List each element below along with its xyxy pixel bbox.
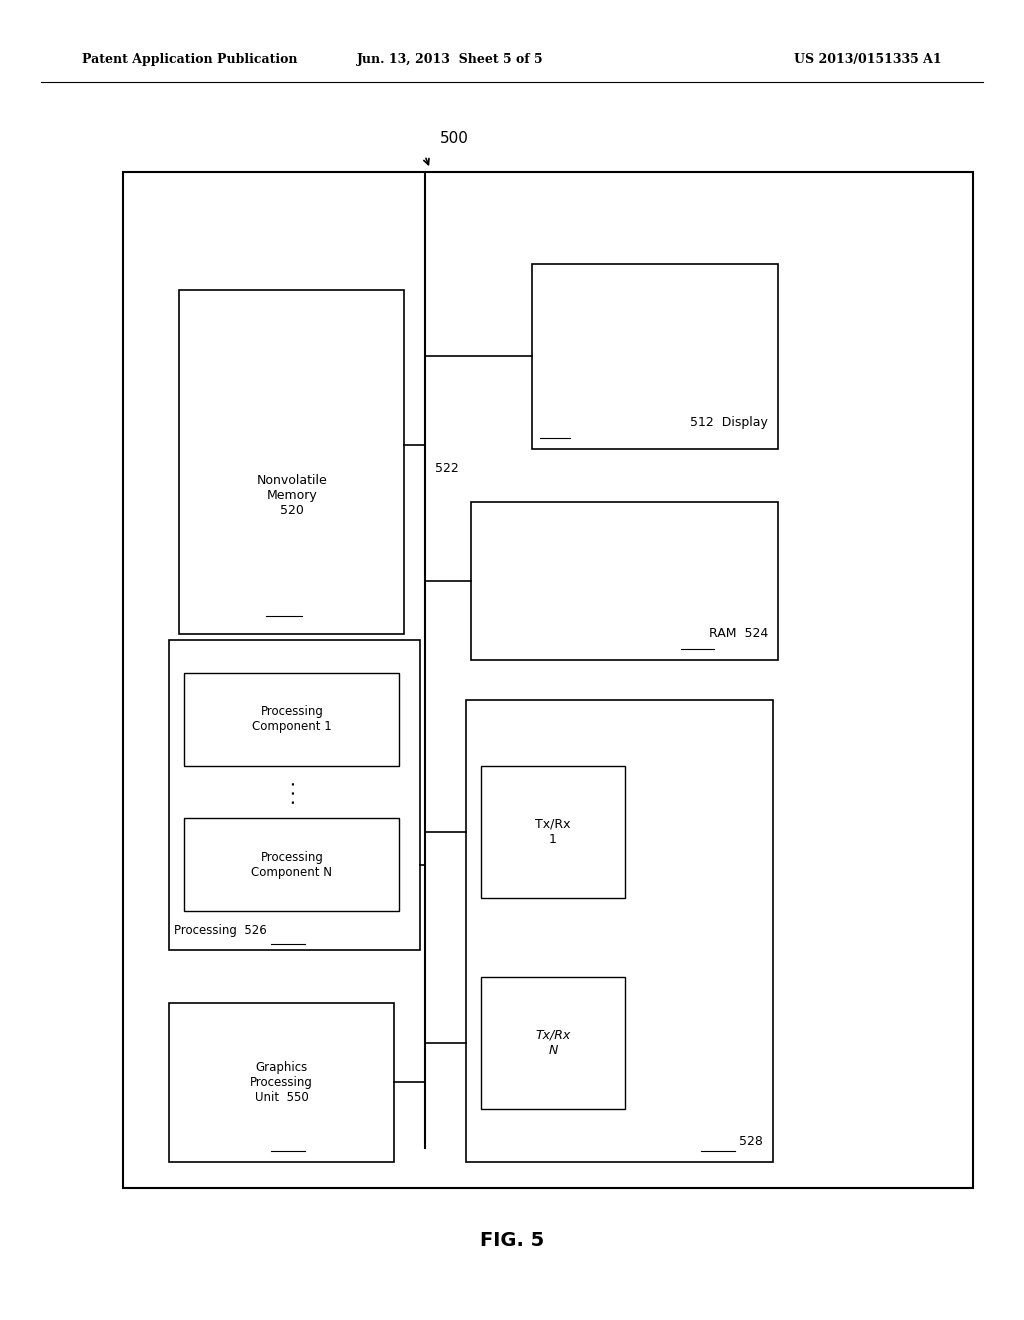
FancyBboxPatch shape — [532, 264, 778, 449]
FancyBboxPatch shape — [481, 766, 625, 898]
Text: Tx/Rx
1: Tx/Rx 1 — [536, 817, 570, 846]
Text: US 2013/0151335 A1: US 2013/0151335 A1 — [795, 53, 942, 66]
Text: 500: 500 — [440, 131, 469, 147]
FancyBboxPatch shape — [481, 977, 625, 1109]
FancyBboxPatch shape — [169, 1003, 394, 1162]
Text: . . .: . . . — [286, 780, 298, 804]
FancyBboxPatch shape — [179, 290, 404, 634]
Text: Processing  526: Processing 526 — [174, 924, 267, 937]
Text: 512  Display: 512 Display — [690, 416, 768, 429]
FancyBboxPatch shape — [471, 502, 778, 660]
Text: RAM  524: RAM 524 — [709, 627, 768, 640]
Text: Processing
Component 1: Processing Component 1 — [252, 705, 332, 734]
Text: Jun. 13, 2013  Sheet 5 of 5: Jun. 13, 2013 Sheet 5 of 5 — [357, 53, 544, 66]
Text: Nonvolatile
Memory
520: Nonvolatile Memory 520 — [256, 474, 328, 516]
FancyBboxPatch shape — [123, 172, 973, 1188]
FancyBboxPatch shape — [466, 700, 773, 1162]
Text: Patent Application Publication: Patent Application Publication — [82, 53, 297, 66]
Text: Tx/Rx
N: Tx/Rx N — [536, 1028, 570, 1057]
FancyBboxPatch shape — [169, 640, 420, 950]
Text: FIG. 5: FIG. 5 — [480, 1232, 544, 1250]
Text: Graphics
Processing
Unit  550: Graphics Processing Unit 550 — [250, 1061, 313, 1104]
Text: 528: 528 — [739, 1135, 763, 1148]
Text: 522: 522 — [435, 462, 459, 475]
FancyBboxPatch shape — [184, 673, 399, 766]
FancyBboxPatch shape — [184, 818, 399, 911]
Text: Processing
Component N: Processing Component N — [251, 850, 333, 879]
